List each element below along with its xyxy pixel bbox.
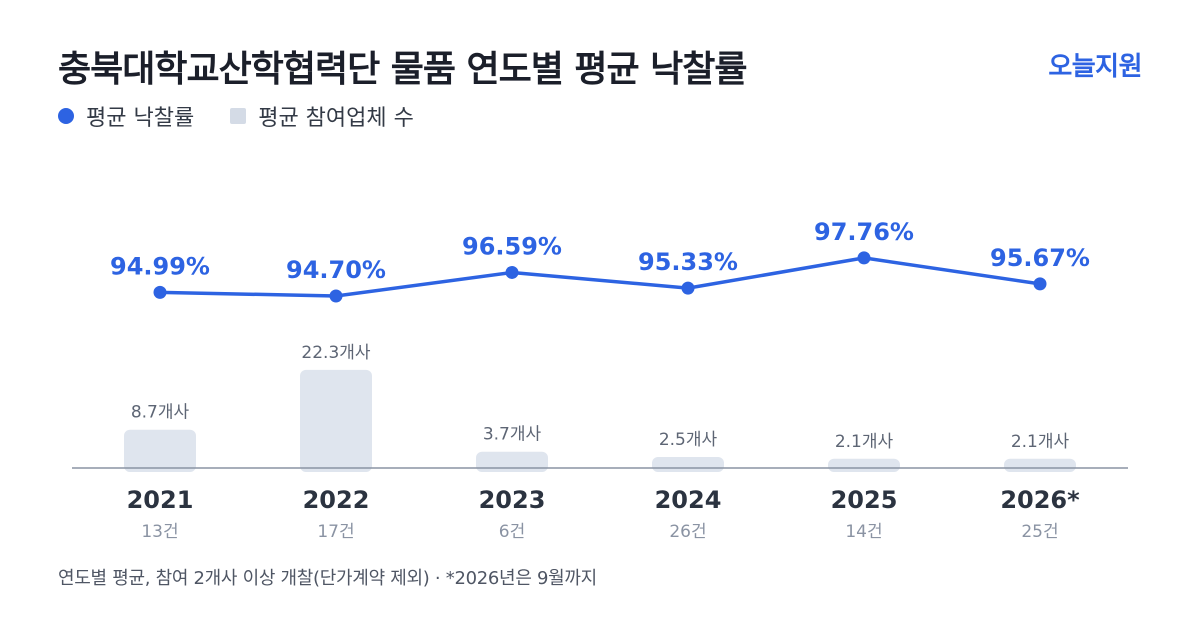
legend: 평균 낙찰률 평균 참여업체 수: [58, 100, 450, 132]
bid-count-label: 13건: [141, 522, 178, 542]
year-tick-label: 2022: [303, 486, 370, 514]
participant-bar: [124, 429, 196, 472]
bar-value-label: 8.7개사: [131, 403, 190, 423]
participant-bar: [300, 369, 372, 472]
bar-value-label: 22.3개사: [301, 343, 370, 363]
rate-value-label: 97.76%: [814, 218, 914, 246]
rate-point: [681, 281, 695, 295]
legend-label-participants: 평균 참여업체 수: [258, 106, 414, 131]
bid-count-label: 17건: [317, 522, 354, 542]
bid-count-label: 6건: [499, 522, 525, 542]
rate-value-label: 95.33%: [638, 248, 738, 276]
bar-value-label: 2.1개사: [835, 432, 894, 452]
participant-bar: [828, 458, 900, 472]
bid-count-label: 14건: [845, 522, 882, 542]
bar-value-label: 2.1개사: [1011, 432, 1070, 452]
legend-dot-icon: [58, 108, 74, 124]
year-tick-label: 2023: [479, 486, 546, 514]
participant-bar: [652, 457, 724, 472]
bid-count-label: 26건: [669, 522, 706, 542]
rate-value-label: 94.70%: [286, 256, 386, 284]
year-tick-label: 2025: [831, 486, 898, 514]
bar-value-label: 2.5개사: [659, 430, 718, 450]
brand-logo[interactable]: 오늘지원: [1048, 52, 1142, 82]
bid-count-label: 25건: [1021, 522, 1058, 542]
rate-point: [857, 251, 871, 265]
rate-point: [1033, 277, 1047, 291]
rate-line: [158, 256, 1042, 298]
rate-value-label: 94.99%: [110, 252, 210, 280]
bar-value-label: 3.7개사: [483, 425, 542, 445]
participant-bar: [1004, 458, 1076, 472]
footnote: 연도별 평균, 참여 2개사 이상 개찰(단가계약 제외) · *2026년은 …: [58, 568, 597, 589]
legend-label-rate: 평균 낙찰률: [86, 106, 195, 131]
year-tick-label: 2024: [655, 486, 722, 514]
rate-value-label: 95.67%: [990, 244, 1090, 272]
chart-title: 충북대학교산학협력단 물품 연도별 평균 낙찰률: [58, 49, 748, 90]
rate-point: [329, 289, 343, 303]
legend-item-participants: 평균 참여업체 수: [230, 100, 414, 132]
year-tick-label: 2026*: [1000, 486, 1080, 514]
year-tick-label: 2021: [127, 486, 194, 514]
rate-point: [153, 285, 167, 299]
legend-square-icon: [230, 108, 247, 124]
participant-bar: [476, 451, 548, 472]
rate-value-label: 96.59%: [462, 232, 562, 260]
legend-item-rate: 평균 낙찰률: [58, 100, 194, 132]
rate-point: [505, 265, 519, 279]
